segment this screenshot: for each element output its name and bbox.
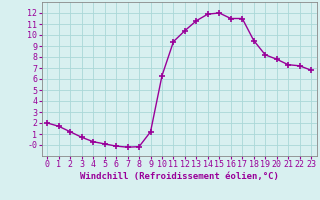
X-axis label: Windchill (Refroidissement éolien,°C): Windchill (Refroidissement éolien,°C) (80, 172, 279, 181)
